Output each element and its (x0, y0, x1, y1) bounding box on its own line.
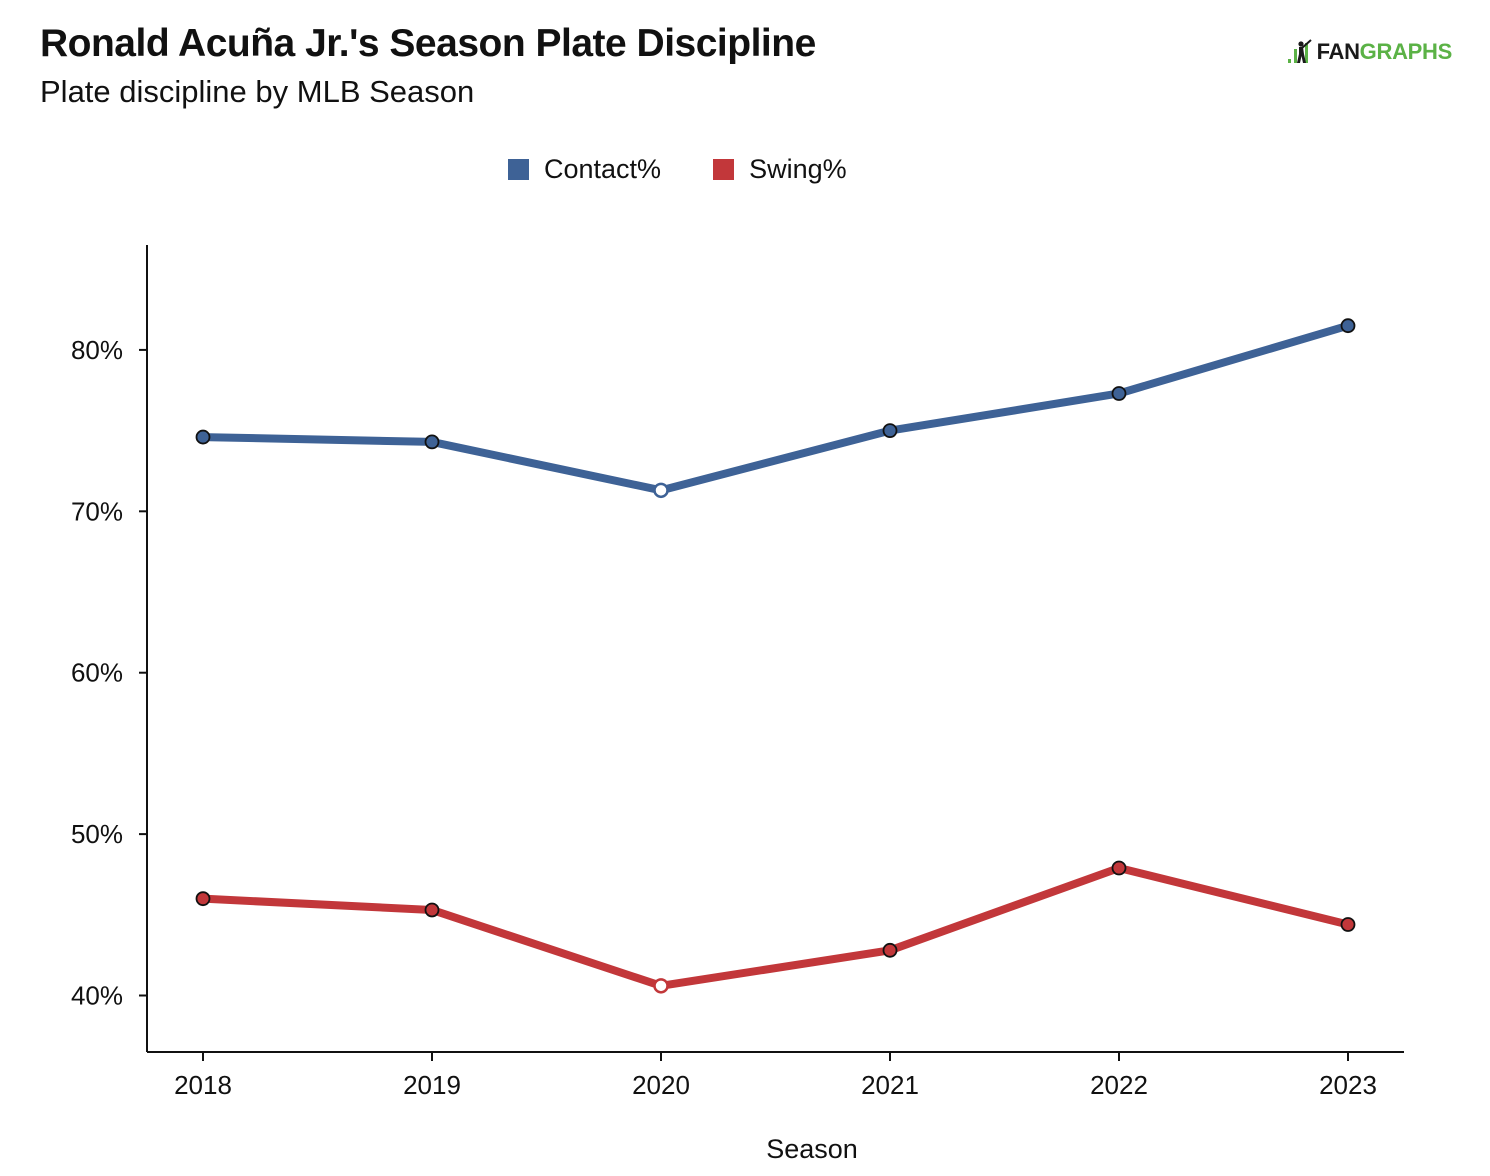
fangraphs-logo: FAN GRAPHS (1287, 38, 1452, 66)
x-axis-ticks: 2018 2019 2020 2021 2022 2023 (174, 1052, 1377, 1100)
data-point-contact (424, 434, 440, 450)
y-tick-label: 60% (71, 658, 123, 688)
legend-label-contact: Contact% (544, 154, 662, 184)
y-tick-label: 50% (71, 819, 123, 849)
x-tick-label: 2018 (174, 1070, 232, 1100)
data-point-contact (882, 423, 898, 439)
logo-text-fan: FAN (1316, 39, 1360, 64)
chart-axes (146, 245, 1404, 1053)
data-point-swing (195, 891, 211, 907)
data-point-swing (1340, 917, 1356, 932)
y-axis-ticks: 40% 50% 60% 70% 80% (71, 335, 147, 1011)
series-layer (195, 318, 1356, 994)
fangraphs-batter-icon (1287, 39, 1312, 63)
data-point-swing (424, 902, 440, 918)
chart-legend: Contact% Swing% (508, 154, 899, 185)
series-line-swing (199, 864, 1352, 990)
x-tick-label: 2021 (861, 1070, 919, 1100)
series-line-contact (199, 321, 1352, 495)
data-point-contact (195, 429, 211, 445)
x-tick-label: 2022 (1090, 1070, 1148, 1100)
x-tick-label: 2019 (403, 1070, 461, 1100)
data-point-contact (1111, 386, 1127, 401)
y-tick-label: 70% (71, 496, 123, 526)
y-tick-label: 40% (71, 981, 123, 1011)
legend-swatch-swing (713, 159, 735, 180)
legend-label-swing: Swing% (749, 154, 847, 184)
data-point-swing (1111, 860, 1127, 876)
data-point-contact (1340, 318, 1356, 334)
legend-item-contact: Contact% (508, 154, 661, 185)
x-tick-label: 2023 (1319, 1070, 1377, 1100)
chart-subtitle: Plate discipline by MLB Season (40, 74, 475, 109)
y-tick-label: 80% (71, 335, 123, 365)
x-tick-label: 2020 (632, 1070, 690, 1100)
data-point-swing (882, 942, 898, 958)
data-point-contact (653, 482, 669, 499)
data-point-swing (653, 978, 669, 994)
legend-swatch-contact (508, 159, 529, 180)
chart-title: Ronald Acuña Jr.'s Season Plate Discipli… (40, 22, 816, 65)
legend-item-swing: Swing% (713, 154, 847, 185)
logo-text-graphs: GRAPHS (1359, 39, 1453, 64)
x-axis-label: Season (766, 1134, 858, 1164)
